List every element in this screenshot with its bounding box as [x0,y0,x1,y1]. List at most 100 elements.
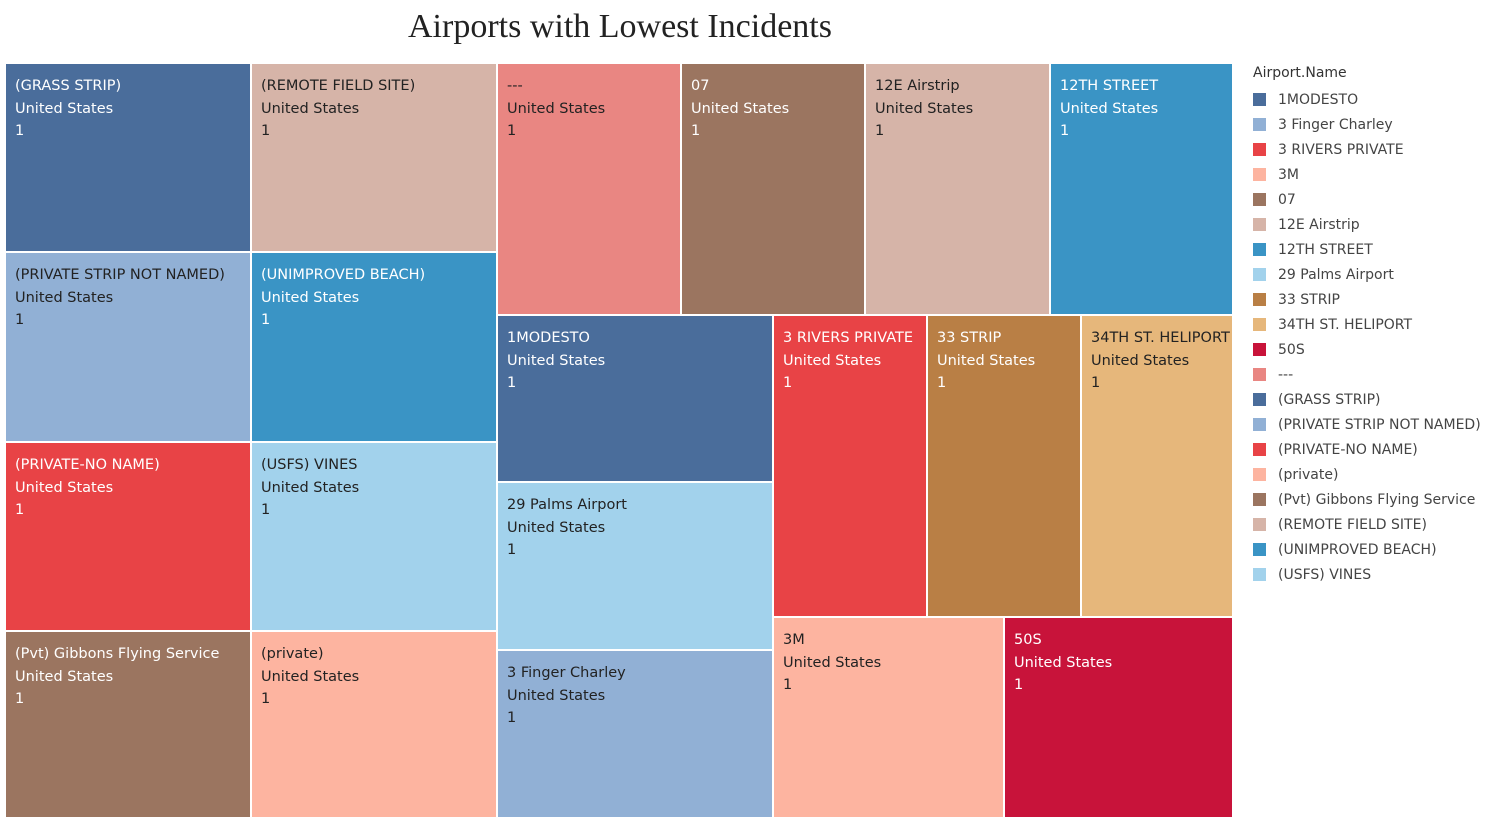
legend-swatch [1253,468,1266,481]
tile-name-label: (PRIVATE STRIP NOT NAMED) [15,267,225,283]
legend-label: (PRIVATE-NO NAME) [1278,441,1418,458]
legend-swatch [1253,418,1266,431]
treemap-tile-private[interactable]: (private) United States 1 [252,632,498,819]
legend-label: --- [1278,366,1294,383]
legend-item-dashes[interactable]: --- [1253,362,1481,387]
legend-label: 33 STRIP [1278,291,1341,308]
treemap-tile-3-rivers-private[interactable]: 3 RIVERS PRIVATE United States 1 [774,316,928,618]
legend-item-private-no-name[interactable]: (PRIVATE-NO NAME) [1253,437,1481,462]
treemap-tile-07[interactable]: 07 United States 1 [682,64,866,316]
tile-name-label: 33 STRIP [937,330,1002,346]
tile-country-label: United States [15,289,114,306]
treemap-tile-29-palms-airport[interactable]: 29 Palms Airport United States 1 [498,483,774,651]
legend-label: 3M [1278,166,1299,183]
legend-swatch [1253,268,1266,281]
legend-swatch [1253,393,1266,406]
legend-item-private-strip-not-named[interactable]: (PRIVATE STRIP NOT NAMED) [1253,412,1481,437]
treemap-tile-50s[interactable]: 50S United States 1 [1005,618,1234,819]
legend-label: (REMOTE FIELD SITE) [1278,516,1427,533]
tile-country-label: United States [937,352,1036,369]
treemap-tile-3-finger-charley[interactable]: 3 Finger Charley United States 1 [498,651,774,819]
tile-value-label: 1 [783,375,793,391]
legend-label: (GRASS STRIP) [1278,391,1381,408]
tile-name-label: 12E Airstrip [875,78,960,94]
tile-name-label: 3M [783,632,805,648]
tile-country-label: United States [261,479,360,496]
tile-value-label: 1 [15,312,25,328]
treemap-tile-34th-st-heliport[interactable]: 34TH ST. HELIPORT United States 1 [1082,316,1234,618]
treemap-tile-dashes[interactable]: --- United States 1 [498,64,682,316]
treemap-tile-3m[interactable]: 3M United States 1 [774,618,1005,819]
legend-item-3-finger-charley[interactable]: 3 Finger Charley [1253,112,1481,137]
treemap-tile-private-strip-not-named[interactable]: (PRIVATE STRIP NOT NAMED) United States 1 [6,253,252,443]
tile-name-label: 12TH STREET [1060,78,1159,94]
legend-item-34th-st-heliport[interactable]: 34TH ST. HELIPORT [1253,312,1481,337]
legend-swatch [1253,168,1266,181]
treemap-tile-1modesto[interactable]: 1MODESTO United States 1 [498,316,774,483]
treemap-tile-12th-street[interactable]: 12TH STREET United States 1 [1051,64,1234,316]
legend-label: (USFS) VINES [1278,566,1372,583]
legend-swatch [1253,518,1266,531]
legend-label: 29 Palms Airport [1278,266,1394,283]
treemap-tile-remote-field-site[interactable]: (REMOTE FIELD SITE) United States 1 [252,64,498,253]
legend-item-pvt-gibbons-flying-service[interactable]: (Pvt) Gibbons Flying Service [1253,487,1481,512]
tile-value-label: 1 [261,691,271,707]
legend-item-50s[interactable]: 50S [1253,337,1481,362]
tile-country-label: United States [507,352,606,369]
treemap-tile-unimproved-beach[interactable]: (UNIMPROVED BEACH) United States 1 [252,253,498,443]
legend-label: (UNIMPROVED BEACH) [1278,541,1437,558]
tile-name-label: 34TH ST. HELIPORT [1091,330,1230,346]
tile-name-label: (PRIVATE-NO NAME) [15,457,160,473]
tile-country-label: United States [1014,654,1113,671]
treemap-tile-12e-airstrip[interactable]: 12E Airstrip United States 1 [866,64,1051,316]
treemap-tile-pvt-gibbons-flying-service[interactable]: (Pvt) Gibbons Flying Service United State… [6,632,252,819]
tile-name-label: (private) [261,646,324,662]
tile-value-label: 1 [1060,123,1070,139]
legend-swatch [1253,493,1266,506]
legend-item-12e-airstrip[interactable]: 12E Airstrip [1253,212,1481,237]
legend-item-3m[interactable]: 3M [1253,162,1481,187]
treemap-tile-usfs-vines[interactable]: (USFS) VINES United States 1 [252,443,498,632]
tile-value-label: 1 [691,123,701,139]
legend-item-private[interactable]: (private) [1253,462,1481,487]
legend-swatch [1253,293,1266,306]
legend-item-33-strip[interactable]: 33 STRIP [1253,287,1481,312]
legend-label: 50S [1278,341,1305,358]
treemap-tile-grass-strip[interactable]: (GRASS STRIP) United States 1 [6,64,252,253]
legend-items: 1MODESTO 3 Finger Charley 3 RIVERS PRIVATE… [1253,87,1481,587]
legend-label: 07 [1278,191,1296,208]
chart-title: Airports with Lowest Incidents [408,8,832,45]
legend-swatch [1253,218,1266,231]
legend-item-3-rivers-private[interactable]: 3 RIVERS PRIVATE [1253,137,1481,162]
legend-swatch [1253,193,1266,206]
tile-value-label: 1 [15,502,25,518]
tile-value-label: 1 [1091,375,1101,391]
legend-swatch [1253,118,1266,131]
treemap-tile-33-strip[interactable]: 33 STRIP United States 1 [928,316,1082,618]
legend-swatch [1253,343,1266,356]
tile-country-label: United States [15,100,114,117]
tile-name-label: 1MODESTO [507,330,590,346]
tile-name-label: 07 [691,78,710,94]
tile-country-label: United States [15,479,114,496]
legend-item-usfs-vines[interactable]: (USFS) VINES [1253,562,1481,587]
tile-country-label: United States [15,668,114,685]
legend-item-unimproved-beach[interactable]: (UNIMPROVED BEACH) [1253,537,1481,562]
tile-value-label: 1 [261,502,271,518]
tile-value-label: 1 [937,375,947,391]
legend-item-29-palms-airport[interactable]: 29 Palms Airport [1253,262,1481,287]
tile-value-label: 1 [783,677,793,693]
legend-swatch [1253,143,1266,156]
tile-name-label: (Pvt) Gibbons Flying Service [15,646,220,662]
legend-item-remote-field-site[interactable]: (REMOTE FIELD SITE) [1253,512,1481,537]
legend-item-grass-strip[interactable]: (GRASS STRIP) [1253,387,1481,412]
tile-name-label: 3 Finger Charley [507,665,626,681]
legend-item-12th-street[interactable]: 12TH STREET [1253,237,1481,262]
legend-label: 12TH STREET [1278,241,1373,258]
legend-item-07[interactable]: 07 [1253,187,1481,212]
treemap-tile-private-no-name[interactable]: (PRIVATE-NO NAME) United States 1 [6,443,252,632]
legend-item-1modesto[interactable]: 1MODESTO [1253,87,1481,112]
tile-country-label: United States [261,100,360,117]
tile-value-label: 1 [507,710,517,726]
tile-name-label: 50S [1014,632,1042,648]
